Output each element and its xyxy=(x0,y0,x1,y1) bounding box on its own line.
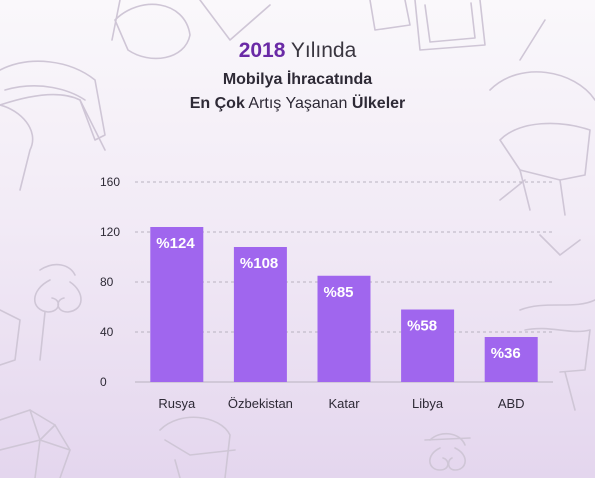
title-bold-1: En Çok xyxy=(189,95,245,112)
title-mid: Artış Yaşanan xyxy=(248,95,348,112)
x-tick-label: Özbekistan xyxy=(228,396,293,411)
title-line-2: Mobilya İhracatında xyxy=(222,71,373,88)
y-tick-label: 40 xyxy=(100,325,114,339)
bar-özbekistan xyxy=(233,247,287,382)
data-label: %85 xyxy=(324,284,354,301)
data-label: %36 xyxy=(491,345,521,362)
data-label: %108 xyxy=(240,255,278,272)
y-tick-label: 0 xyxy=(100,375,107,389)
x-tick-label: Rusya xyxy=(158,396,196,411)
y-tick-label: 120 xyxy=(100,225,120,239)
bar-abd xyxy=(484,337,538,382)
x-tick-label: ABD xyxy=(498,396,525,411)
bar-layer xyxy=(150,227,538,382)
title-bold-2: Ülkeler xyxy=(351,95,406,112)
bar-katar xyxy=(317,275,371,382)
y-tick-label: 160 xyxy=(100,175,120,189)
title-line-1: 2018 Yılında xyxy=(0,38,595,64)
x-tick-label: Libya xyxy=(412,396,444,411)
title-year: 2018 xyxy=(238,39,286,62)
label-layer: 0 40 80 120 160 %124 Rusya %108 Özbekistan %85 Kat… xyxy=(100,175,525,411)
data-label: %58 xyxy=(407,318,437,335)
bar-libya xyxy=(401,309,455,382)
bar-rusya xyxy=(150,227,204,382)
y-tick-label: 80 xyxy=(100,275,114,289)
data-label: %124 xyxy=(156,235,195,252)
title-year-suffix: Yılında xyxy=(290,39,357,62)
title-line-3: En Çok Artış Yaşanan Ülkeler xyxy=(0,92,595,116)
chart-title: 2018 Yılında Mobilya İhracatında En Çok … xyxy=(0,38,595,116)
x-tick-label: Katar xyxy=(328,396,360,411)
